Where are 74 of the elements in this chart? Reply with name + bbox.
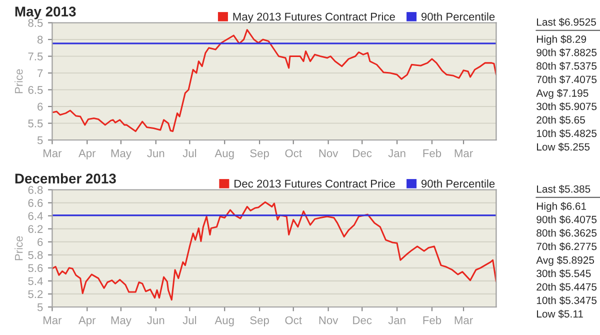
x-tick-label: Sep [250,316,269,326]
text: Avg $5.8925 [536,256,594,266]
x-tick-label: Apr [78,149,96,160]
y-tick-label: 7 [38,69,43,78]
text: Low $5.11 [537,310,583,318]
x-tick-label: Oct [285,316,302,324]
x-tick-label: Jan [388,149,406,158]
x-tick-label: May [111,316,132,326]
y-tick-label: 5.2 [28,290,43,298]
y-tick-label: 6.2 [28,225,43,233]
text: 20th $5.4475 [536,282,597,292]
y-tick-label: 6 [38,102,43,111]
text: 80th $6.3625 [536,228,597,238]
line-series [52,29,496,132]
text: 30th $5.545 [536,269,591,278]
y-tick-label: 6.5 [28,86,43,94]
x-tick-label: Aug [214,316,234,326]
x-tick-label: Nov [319,149,338,158]
y-axis-title: Price [14,236,23,260]
y-tick-label: 6.4 [28,212,43,220]
x-tick-label: Jan [388,316,406,324]
x-tick-label: Apr [78,316,96,326]
legend-label: Dec 2013 Futures Contract Price [234,179,395,188]
text: Last $5.385 [537,184,590,194]
y-tick-label: 6.6 [28,199,43,207]
text: 20th $5.65 [536,116,585,124]
text: 80th $7.5375 [536,62,597,70]
text: 10th $5.4825 [536,129,597,138]
y-axis-title: Price [14,69,23,94]
text: 70th $7.4075 [536,75,597,84]
y-tick-label: 5.6 [28,264,43,272]
line-series [52,201,496,301]
text: Last $6.9525 [537,18,596,26]
x-tick-label: Feb [423,149,442,158]
x-tick-label: Nov [319,316,338,324]
text: Avg $7.195 [536,88,588,99]
y-tick-label: 8 [37,36,43,44]
x-tick-label: Mar [454,316,473,324]
y-tick-label: 7.5 [28,52,43,60]
x-tick-label: Dec [353,316,372,324]
x-tick-label: Dec [353,149,372,158]
x-tick-label: Oct [285,149,302,158]
y-tick-label: 5.4 [28,277,43,286]
text: 70th $6.2775 [536,242,597,251]
x-tick-label: Jun [147,149,164,158]
legend-label: May 2013 Futures Contract Price [233,12,395,23]
y-tick-label: 5.5 [28,120,43,128]
x-tick-label: Mar [44,316,62,324]
y-tick-label: 8.5 [28,19,43,27]
x-tick-label: Sep [250,149,269,160]
text: High $6.61 [537,202,586,212]
y-tick-label: 6.8 [28,186,43,194]
x-tick-label: Mar [454,149,473,158]
x-tick-label: Jul [182,149,196,158]
y-tick-label: 5 [37,136,43,144]
y-tick-label: 5.8 [28,251,43,260]
x-tick-label: Jul [182,316,196,324]
legend-label: 90th Percentile [421,179,495,188]
y-tick-label: 6 [38,238,43,246]
text: High $8.29 [537,35,586,45]
text: 10th $5.3475 [536,296,597,305]
legend-label: 90th Percentile [421,12,495,21]
text: 90th $6.4075 [536,215,597,224]
chart-title: December 2013 [15,173,116,184]
text: 30th $5.9075 [536,102,597,111]
y-tick-label: 5 [37,303,43,312]
x-tick-label: Mar [44,149,62,158]
text: 90th $7.8825 [536,48,597,57]
x-tick-label: Jun [147,316,164,324]
text: Low $5.255 [537,142,590,152]
x-tick-label: May [111,149,132,160]
chart-title: May 2013 [15,6,76,20]
x-tick-label: Aug [214,149,234,160]
x-tick-label: Feb [423,316,442,324]
